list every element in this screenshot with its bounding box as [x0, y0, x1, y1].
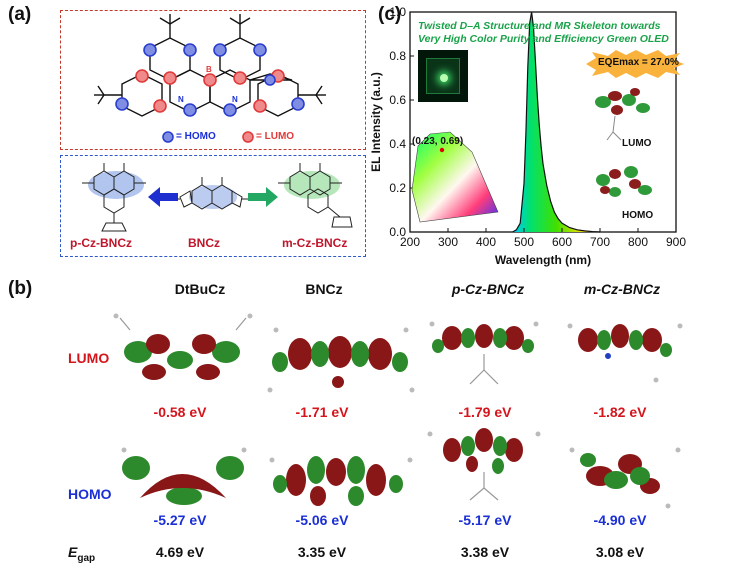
molecule-box-derivatives — [60, 155, 366, 257]
chart-title-line-2: Very High Color Purity and Efficiency Gr… — [418, 33, 669, 45]
x-tick-label: 700 — [590, 235, 610, 249]
x-tick-label: 300 — [438, 235, 458, 249]
lumo-legend-icon — [242, 131, 254, 143]
egap-value-p-cz-bncz: 3.38 eV — [460, 544, 510, 560]
lumo-value-m-cz-bncz: -1.82 eV — [593, 404, 647, 420]
panel-label-c: (c) — [378, 4, 402, 25]
x-tick-label: 800 — [628, 235, 648, 249]
lumo-legend-text: = LUMO — [256, 131, 295, 142]
y-tick-label: 1.0 — [389, 5, 406, 19]
label-p-cz-bncz: p-Cz-BNCz — [70, 236, 132, 250]
molecule-box-bncz-orbitals — [60, 10, 366, 150]
orbital-inset-images — [595, 88, 652, 197]
cie-coordinate-label: (0.23, 0.69) — [412, 136, 464, 147]
chart-title-line-1: Twisted D–A Structure and MR Skeleton to… — [418, 20, 661, 32]
egap-row-label: Egap — [68, 544, 95, 564]
row-header-lumo: LUMO — [68, 350, 110, 366]
homo-value-m-cz-bncz: -4.90 eV — [593, 512, 647, 528]
nitrogen-atom-label-left: N — [178, 95, 184, 104]
derivative-structures — [82, 163, 353, 232]
y-tick-label: 0.2 — [389, 181, 406, 195]
row-header-homo: HOMO — [68, 486, 112, 502]
homo-value-p-cz-bncz: -5.17 eV — [458, 512, 512, 528]
column-header-bncz: BNCz — [305, 281, 343, 297]
x-tick-label: 200 — [400, 235, 420, 249]
arrow-left-icon — [148, 187, 178, 207]
chart-lumo-label: LUMO — [622, 138, 652, 149]
egap-value-m-cz-bncz: 3.08 eV — [595, 544, 645, 560]
y-axis-title: EL Intensity (a.u.) — [370, 72, 383, 172]
homo-value-bncz: -5.06 eV — [295, 512, 349, 528]
lumo-value-dtbucz: -0.58 eV — [153, 404, 207, 420]
x-axis-title: Wavelength (nm) — [495, 253, 591, 267]
eqe-value-label: EQEmax = 27.0% — [598, 57, 679, 68]
column-header-p-cz-bncz: p-Cz-BNCz — [451, 281, 525, 297]
label-m-cz-bncz: m-Cz-BNCz — [282, 236, 348, 250]
column-header-m-cz-bncz: m-Cz-BNCz — [583, 281, 661, 297]
lumo-value-bncz: -1.71 eV — [295, 404, 349, 420]
homo-legend-text: = HOMO — [176, 131, 216, 142]
x-tick-label: 600 — [552, 235, 572, 249]
cie-point-marker — [439, 147, 445, 153]
panel-label-b: (b) — [8, 278, 33, 299]
lumo-value-p-cz-bncz: -1.79 eV — [458, 404, 512, 420]
y-tick-label: 0.4 — [389, 137, 406, 151]
y-tick-label: 0.6 — [389, 93, 406, 107]
panel-label-a: (a) — [8, 4, 32, 25]
bncz-orbital-structure: B N N — [94, 14, 326, 143]
homo-legend-icon — [162, 131, 174, 143]
eqe-starburst-badge — [586, 50, 684, 78]
egap-value-bncz: 3.35 eV — [297, 544, 347, 560]
el-spectrum-chart: 200 300 400 500 600 700 800 900 0.0 0.2 0.4 0.6 0.8 1… — [370, 5, 686, 267]
boron-atom-label: B — [206, 65, 212, 74]
y-tick-label: 0.8 — [389, 49, 406, 63]
egap-subscript: gap — [77, 552, 96, 564]
orbital-renders-grid — [113, 313, 683, 509]
x-tick-label: 400 — [476, 235, 496, 249]
spectrum-line — [512, 11, 601, 233]
nitrogen-atom-label-right: N — [232, 95, 238, 104]
egap-value-dtbucz: 4.69 eV — [155, 544, 205, 560]
arrow-right-icon — [248, 187, 278, 207]
cie-diagram-inset — [411, 131, 499, 223]
spectrum-fill-area — [512, 12, 600, 232]
label-bncz: BNCz — [188, 236, 220, 250]
egap-symbol: E — [68, 544, 78, 560]
chart-title: Twisted D–A Structure and MR Skeleton to… — [418, 20, 718, 46]
chart-homo-label: HOMO — [622, 210, 654, 221]
y-tick-label: 0.0 — [389, 225, 406, 239]
x-tick-label: 500 — [514, 235, 534, 249]
column-header-dtbucz: DtBuCz — [174, 281, 226, 297]
homo-value-dtbucz: -5.27 eV — [153, 512, 207, 528]
oled-device-photo — [418, 50, 468, 102]
x-tick-label: 900 — [666, 235, 686, 249]
